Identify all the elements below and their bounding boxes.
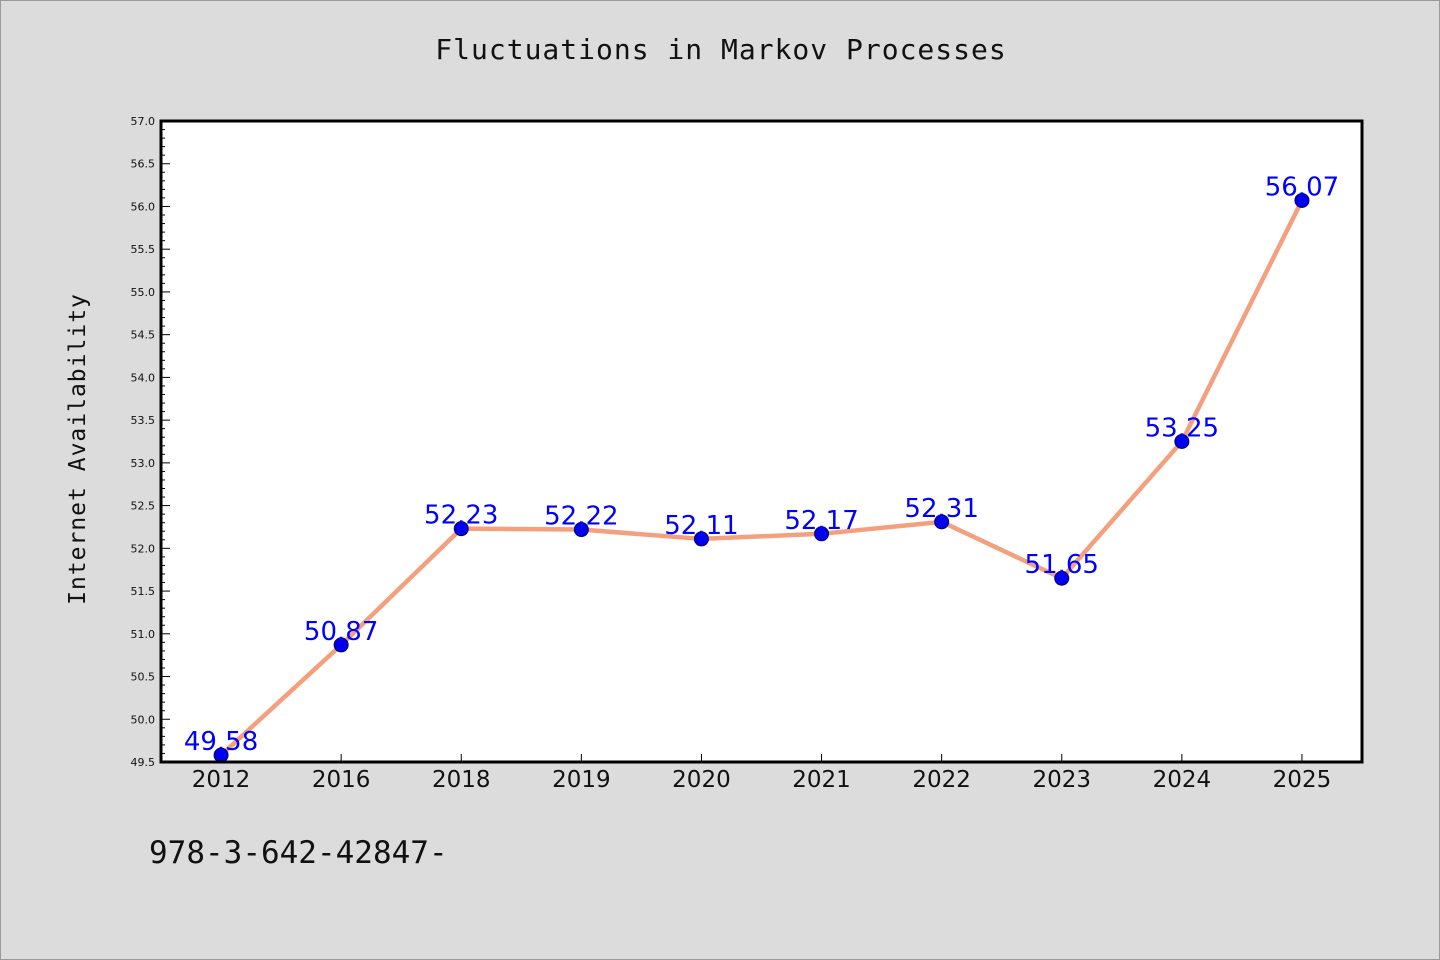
data-point (573, 522, 589, 538)
x-tick-label: 2022 (912, 767, 971, 793)
data-label: 51.65 (1025, 550, 1099, 580)
data-label: 53.25 (1145, 414, 1219, 444)
y-tick-label: 49.5 (131, 756, 156, 769)
y-tick-label: 50.0 (131, 713, 156, 726)
data-point (814, 526, 830, 542)
chart-title: Fluctuations in Markov Processes (435, 33, 1007, 66)
plot-area (161, 121, 1362, 762)
plot-frame (159, 119, 1364, 764)
y-tick-label: 51.0 (131, 628, 156, 641)
x-tick-label: 2021 (792, 767, 851, 793)
y-tick-label: 55.5 (131, 243, 156, 256)
y-tick-label: 57.0 (131, 115, 156, 128)
data-point (1054, 570, 1070, 586)
x-tick-label: 2018 (432, 767, 491, 793)
y-tick-label: 52.5 (131, 500, 156, 513)
footnote-text: 978-3-642-42847- (149, 835, 448, 871)
data-label: 50.87 (304, 617, 378, 647)
x-tick-label: 2023 (1032, 767, 1091, 793)
y-tick-label: 51.5 (131, 585, 156, 598)
data-label: 52.31 (904, 494, 978, 524)
data-point (934, 514, 950, 530)
data-point (333, 637, 349, 653)
y-tick-label: 54.0 (131, 371, 156, 384)
data-point (1174, 434, 1190, 449)
data-point (453, 521, 469, 537)
data-label: 56.07 (1265, 172, 1339, 202)
series-line (218, 198, 1305, 758)
y-tick-label: 54.5 (131, 329, 156, 342)
x-tick-label: 2016 (312, 767, 371, 793)
data-point (693, 531, 709, 547)
y-tick-label: 56.0 (131, 200, 156, 213)
x-tick-label: 2024 (1153, 767, 1212, 793)
y-tick-label: 53.0 (131, 457, 156, 470)
data-label: 52.11 (664, 511, 738, 541)
y-tick-label: 56.5 (131, 158, 156, 171)
y-tick-label: 50.5 (131, 671, 156, 684)
y-tick-label: 52.0 (131, 542, 156, 555)
data-point (1294, 192, 1310, 208)
data-label: 49.58 (184, 727, 258, 757)
y-tick-label: 53.5 (131, 414, 156, 427)
x-tick-label: 2012 (192, 767, 251, 793)
x-tick-label: 2025 (1273, 767, 1332, 793)
y-tick-label: 55.0 (131, 286, 156, 299)
data-label: 52.23 (424, 501, 498, 531)
data-label: 52.17 (784, 506, 858, 536)
x-tick-label: 2019 (552, 767, 611, 793)
x-tick-label: 2020 (672, 767, 731, 793)
data-label: 52.22 (544, 502, 618, 532)
